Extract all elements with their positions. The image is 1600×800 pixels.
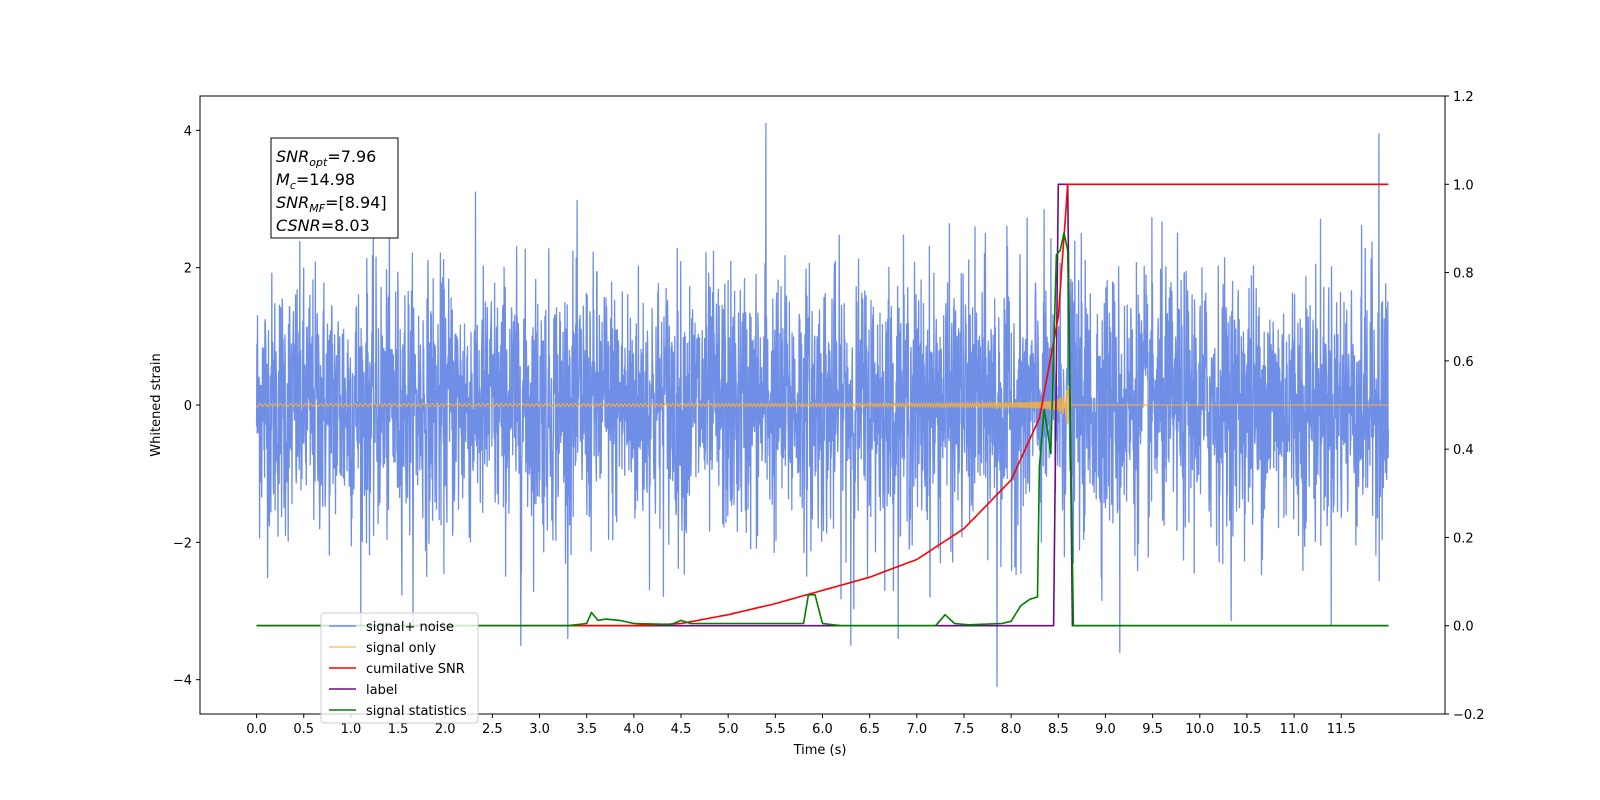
signal-statistics-line [256, 232, 1389, 627]
cumilative-snr-line [256, 183, 1389, 627]
x-tick-label: 2.5 [482, 722, 503, 737]
y-tick-label: −4 [173, 674, 192, 689]
x-tick-label: 10.5 [1232, 722, 1261, 737]
y2-tick-label: 1.2 [1453, 90, 1474, 105]
x-tick-label: 11.5 [1327, 722, 1356, 737]
y-tick-label: 0 [184, 399, 192, 414]
legend-label-cumilative-snr: cumilative SNR [366, 662, 465, 677]
x-axis-ticks: 0.0 0.5 1.0 1.5 2.0 2.5 3.0 3.5 4.0 4.5 5.0 5.5 6.0 6… [246, 714, 1356, 737]
y2-tick-label: 0.4 [1453, 443, 1474, 458]
x-tick-label: 7.0 [906, 722, 927, 737]
y2-axis-ticks: −0.2 0.0 0.2 0.4 0.6 0.8 1.0 1.2 [1445, 90, 1485, 723]
x-tick-label: 9.5 [1142, 722, 1163, 737]
x-tick-label: 5.5 [765, 722, 786, 737]
right-axis-series [256, 183, 1389, 627]
x-tick-label: 4.0 [624, 722, 645, 737]
y-axis-label: Whitened strain [149, 353, 164, 456]
x-tick-label: 4.5 [671, 722, 692, 737]
y-axis-ticks: −4 −2 0 2 4 [173, 124, 200, 689]
x-tick-label: 0.5 [293, 722, 314, 737]
y2-tick-label: 0.2 [1453, 531, 1474, 546]
annotation-line: SNRMF=[8.94] [276, 193, 387, 215]
x-tick-label: 1.0 [341, 722, 362, 737]
x-tick-label: 3.0 [529, 722, 550, 737]
x-tick-label: 1.5 [388, 722, 409, 737]
x-tick-label: 9.0 [1095, 722, 1116, 737]
legend-label-signal-only: signal only [366, 641, 436, 656]
x-tick-label: 6.0 [812, 722, 833, 737]
y2-tick-label: 0.6 [1453, 355, 1474, 370]
x-tick-label: 8.5 [1048, 722, 1069, 737]
y-tick-label: 2 [184, 262, 192, 277]
legend-label-label: label [366, 683, 397, 698]
annotation-line: Mc=14.98 [276, 170, 355, 192]
x-tick-label: 6.5 [859, 722, 880, 737]
x-tick-label: 8.0 [1001, 722, 1022, 737]
x-axis-label: Time (s) [793, 743, 847, 758]
x-tick-label: 10.0 [1185, 722, 1214, 737]
x-tick-label: 7.5 [954, 722, 975, 737]
x-tick-label: 2.0 [435, 722, 456, 737]
y2-tick-label: −0.2 [1453, 708, 1485, 723]
x-tick-label: 11.0 [1280, 722, 1309, 737]
legend-label-signal-noise: signal+ noise [366, 620, 454, 635]
y2-tick-label: 1.0 [1453, 178, 1474, 193]
y2-tick-label: 0.0 [1453, 620, 1474, 635]
signal-noise-line [255, 122, 1390, 688]
x-tick-label: 0.0 [246, 722, 267, 737]
y2-tick-label: 0.8 [1453, 267, 1474, 282]
legend-label-signal-statistics: signal statistics [366, 704, 467, 719]
annotation-line: CSNR=8.03 [276, 216, 370, 235]
x-tick-label: 3.5 [576, 722, 597, 737]
noise-series [255, 122, 1390, 688]
signal-only-line [256, 387, 1389, 425]
x-tick-label: 5.0 [718, 722, 739, 737]
annotation-line: SNRopt=7.96 [276, 147, 376, 169]
signal-only-series [256, 387, 1389, 425]
y-tick-label: 4 [184, 124, 192, 139]
y-tick-label: −2 [173, 536, 192, 551]
legend: signal+ noise signal only cumilative SNR la… [320, 612, 479, 724]
